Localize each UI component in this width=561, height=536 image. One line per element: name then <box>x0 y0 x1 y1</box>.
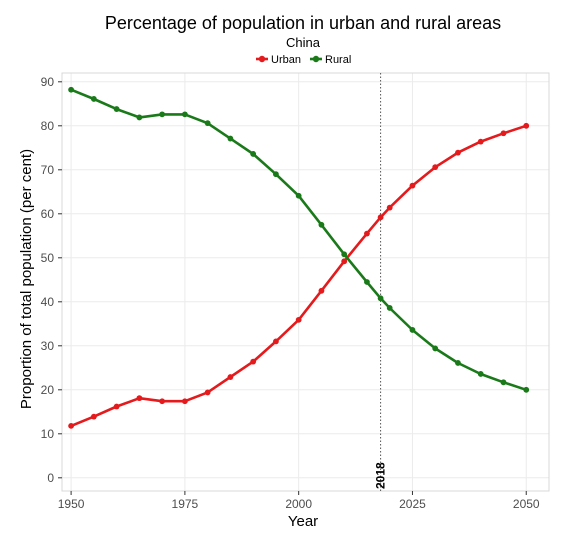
series-line-rural <box>70 88 527 392</box>
data-point-urban <box>432 164 439 171</box>
data-point-rural <box>386 305 393 311</box>
x-tick-label: 1950 <box>58 497 85 511</box>
data-point-rural <box>477 371 484 377</box>
legend-label-urban: Urban <box>271 54 301 66</box>
data-point-urban <box>500 130 507 137</box>
data-point-urban <box>113 403 120 410</box>
plot-panel <box>61 72 550 492</box>
data-point-rural <box>159 111 166 118</box>
y-axis-title: Proportion of total population (per cent… <box>18 149 35 409</box>
annotation-label: 2018 <box>374 462 388 489</box>
data-point-urban <box>295 316 302 323</box>
y-tick-label: 70 <box>41 163 55 177</box>
chart-title: Percentage of population in urban and ru… <box>105 13 501 33</box>
y-axis: 0 10 20 30 40 50 60 70 80 90 <box>41 75 62 485</box>
data-point-urban <box>523 122 530 129</box>
data-point-urban <box>318 287 325 294</box>
data-point-rural <box>318 221 325 228</box>
data-point-rural <box>364 279 370 285</box>
data-point-rural <box>90 96 97 102</box>
y-tick-label: 90 <box>41 75 55 89</box>
x-tick-label: 2025 <box>399 497 426 511</box>
y-tick-label: 60 <box>41 207 55 221</box>
data-point-rural <box>455 360 461 366</box>
data-point-rural <box>204 120 211 127</box>
data-point-urban <box>227 374 234 380</box>
data-point-urban <box>455 149 461 156</box>
x-axis: 1950 1975 2000 2025 2050 <box>58 491 540 511</box>
data-point-urban <box>204 389 211 396</box>
data-point-urban <box>159 398 166 405</box>
y-tick-label: 10 <box>41 427 55 441</box>
y-tick-label: 80 <box>41 119 55 133</box>
data-point-rural <box>227 135 234 142</box>
data-point-urban <box>477 138 484 145</box>
data-point-rural <box>68 86 75 93</box>
y-tick-label: 40 <box>41 295 55 309</box>
data-point-rural <box>377 295 384 302</box>
data-point-urban <box>341 258 348 265</box>
data-point-urban <box>181 398 188 405</box>
annotation: 2018 <box>374 73 388 491</box>
data-point-rural <box>295 192 302 199</box>
data-point-rural <box>523 386 530 393</box>
data-point-urban <box>377 214 384 221</box>
legend: Urban Rural <box>256 54 351 66</box>
data-point-urban <box>409 182 416 189</box>
data-point-rural <box>250 151 257 157</box>
x-tick-label: 2000 <box>285 497 312 511</box>
data-point-rural <box>341 251 348 258</box>
x-tick-label: 2050 <box>513 497 540 511</box>
y-tick-label: 20 <box>41 383 55 397</box>
y-tick-label: 0 <box>47 471 54 485</box>
y-tick-label: 30 <box>41 339 55 353</box>
data-point-urban <box>364 230 370 237</box>
data-point-urban <box>90 413 97 420</box>
chart-subtitle: China <box>286 35 321 50</box>
data-point-rural <box>136 114 143 121</box>
y-tick-label: 50 <box>41 251 55 265</box>
grid <box>62 73 549 491</box>
x-axis-title: Year <box>288 513 318 530</box>
data-point-rural <box>273 171 279 178</box>
legend-marker-urban <box>258 55 266 63</box>
series-layer <box>68 86 530 429</box>
data-point-urban <box>250 358 257 365</box>
data-point-rural <box>432 345 439 352</box>
data-point-urban <box>273 338 279 345</box>
series-line-urban <box>70 124 527 428</box>
plot-background <box>62 73 549 491</box>
data-point-urban <box>386 204 393 211</box>
legend-marker-rural <box>312 55 320 63</box>
data-point-rural <box>181 111 188 118</box>
x-tick-label: 1975 <box>172 497 199 511</box>
data-point-rural <box>500 379 507 386</box>
legend-label-rural: Rural <box>325 54 351 66</box>
data-point-rural <box>113 106 120 112</box>
data-point-urban <box>68 422 75 429</box>
data-point-rural <box>409 327 416 333</box>
data-point-urban <box>136 395 143 402</box>
